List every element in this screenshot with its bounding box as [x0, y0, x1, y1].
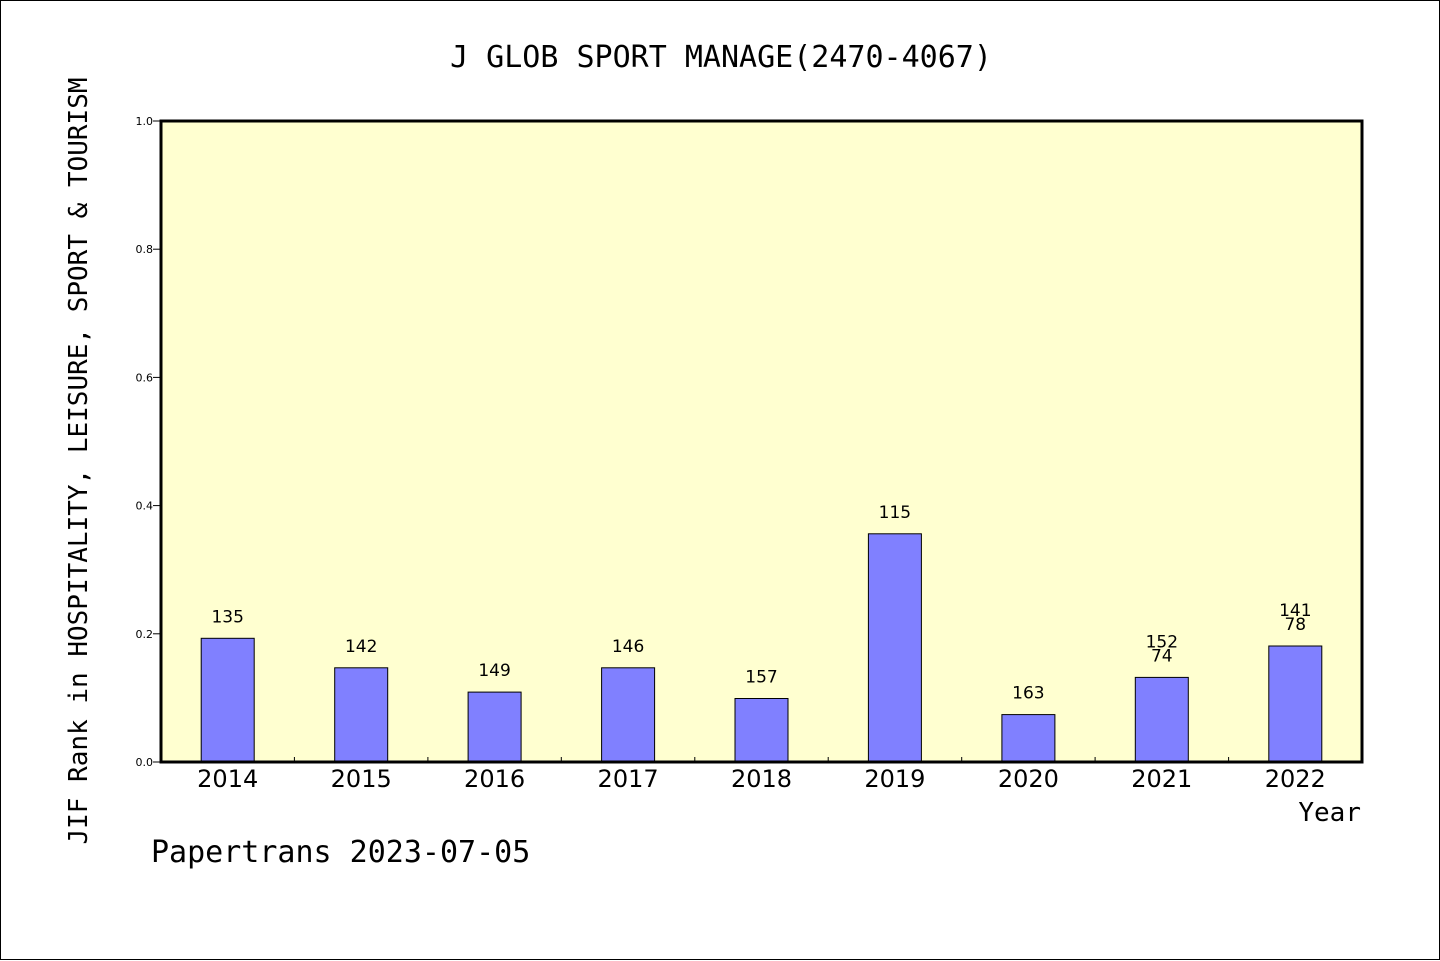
y-tick-label-0.6: 0.6	[136, 371, 154, 384]
bar-2020	[1001, 714, 1056, 763]
bar-label-2020: 163	[1012, 684, 1044, 704]
bar-2019	[867, 533, 922, 763]
plot-border	[159, 119, 1364, 764]
x-tick-label-2020: 2020	[998, 765, 1059, 793]
chart-title: J GLOB SPORT MANAGE(2470-4067)	[450, 40, 992, 75]
bar-label-2017: 146	[612, 637, 644, 657]
x-ticks-group: 2014 2015 2016 2017 2018 2019 2020 2021 2022	[197, 757, 1326, 793]
y-tick-label-0.0: 0.0	[136, 756, 154, 769]
bar-label-2016: 149	[478, 661, 510, 681]
bar-label-2022-2: 78	[1284, 615, 1306, 635]
x-tick-label-2015: 2015	[331, 765, 392, 793]
bar-label-2014: 135	[211, 607, 243, 627]
bar-label-2019: 115	[879, 503, 911, 523]
bar-label-2018: 157	[745, 668, 777, 688]
bar-label-2022-1: 141	[1279, 601, 1311, 621]
bar-2018	[734, 698, 789, 763]
bar-2021	[1134, 676, 1189, 763]
bar-2014	[200, 637, 255, 763]
bar-label-2021-2: 74	[1151, 646, 1173, 666]
y-tick-label-0.4: 0.4	[136, 500, 154, 513]
x-tick-label-2017: 2017	[598, 765, 659, 793]
x-tick-label-2022: 2022	[1265, 765, 1326, 793]
x-axis-label: Year	[1298, 798, 1361, 828]
x-tick-label-2021: 2021	[1131, 765, 1192, 793]
plot-area	[161, 121, 1362, 762]
y-tick-label-1.0: 1.0	[136, 115, 154, 128]
y-axis-label: JIF Rank in HOSPITALITY, LEISURE, SPORT …	[64, 77, 94, 844]
bar-2017	[601, 667, 656, 763]
x-tick-label-2019: 2019	[864, 765, 925, 793]
x-tick-label-2018: 2018	[731, 765, 792, 793]
x-tick-label-2014: 2014	[197, 765, 258, 793]
y-tick-label-0.2: 0.2	[136, 628, 154, 641]
bar-2016	[467, 691, 522, 763]
bar-label-2015: 142	[345, 637, 377, 657]
footer-text: Papertrans 2023-07-05	[151, 835, 531, 870]
x-tick-label-2016: 2016	[464, 765, 525, 793]
bar-label-2021-1: 152	[1146, 632, 1178, 652]
bar-2022	[1268, 645, 1323, 763]
bar-2015	[334, 667, 389, 763]
y-ticks-group: 0.0 0.2 0.4 0.6 0.8 1.0	[136, 115, 161, 769]
y-tick-label-0.8: 0.8	[136, 243, 154, 256]
